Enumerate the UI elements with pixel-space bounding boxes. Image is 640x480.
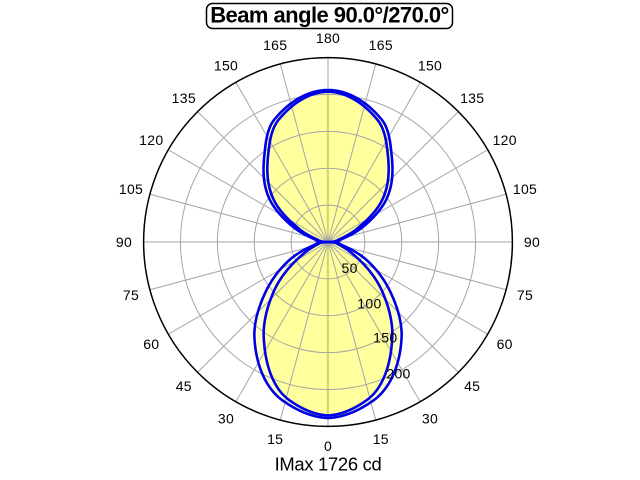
svg-text:45: 45 [176,378,192,394]
svg-text:135: 135 [172,90,196,106]
svg-text:15: 15 [373,431,389,447]
svg-text:75: 75 [123,287,139,303]
svg-text:75: 75 [517,287,533,303]
svg-text:165: 165 [369,37,393,53]
svg-text:60: 60 [143,336,159,352]
svg-text:90: 90 [524,234,540,250]
svg-text:150: 150 [214,57,238,73]
svg-text:180: 180 [316,30,340,46]
svg-text:90: 90 [116,234,132,250]
svg-text:135: 135 [460,90,484,106]
svg-text:120: 120 [139,132,163,148]
svg-text:165: 165 [263,37,287,53]
svg-text:120: 120 [493,132,517,148]
svg-text:150: 150 [418,57,442,73]
svg-text:100: 100 [357,296,381,312]
svg-text:105: 105 [119,181,143,197]
svg-text:60: 60 [497,336,513,352]
svg-text:15: 15 [267,431,283,447]
svg-text:105: 105 [513,181,537,197]
svg-text:200: 200 [386,365,410,381]
svg-text:30: 30 [218,411,234,427]
svg-text:Beam angle 90.0°/270.0°: Beam angle 90.0°/270.0° [210,2,449,27]
svg-text:30: 30 [422,411,438,427]
svg-text:45: 45 [464,378,480,394]
svg-text:150: 150 [373,330,397,346]
svg-text:IMax 1726 cd: IMax 1726 cd [275,454,382,475]
svg-text:0: 0 [324,438,332,454]
svg-text:50: 50 [342,260,358,276]
